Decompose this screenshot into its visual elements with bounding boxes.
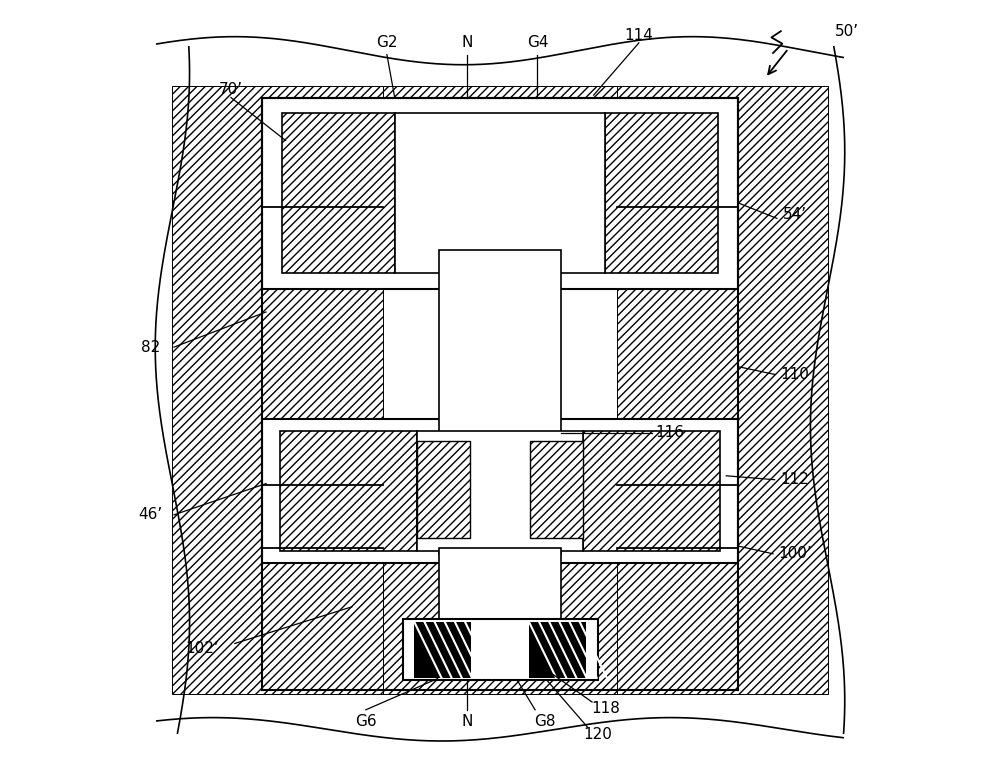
Text: 50’: 50’ [835, 23, 859, 39]
Bar [262, 98, 738, 289]
Bar [530, 441, 583, 538]
Bar [605, 113, 718, 273]
Bar [395, 113, 605, 273]
Text: N: N [462, 35, 473, 51]
Bar [617, 86, 828, 694]
Text: 112: 112 [780, 472, 809, 488]
Bar [439, 250, 561, 554]
Text: G4: G4 [527, 35, 548, 51]
Text: G8: G8 [534, 714, 556, 729]
Bar [583, 431, 720, 551]
Text: 118: 118 [591, 700, 620, 716]
Bar [262, 419, 738, 563]
Bar [383, 562, 617, 694]
Text: N: N [462, 714, 473, 729]
Bar [439, 548, 561, 624]
Bar [529, 622, 586, 678]
Bar [280, 431, 417, 551]
Text: 120: 120 [583, 727, 612, 743]
Text: 114: 114 [624, 27, 653, 43]
Bar [414, 622, 471, 678]
Text: 70’: 70’ [219, 82, 243, 98]
Text: G6: G6 [355, 714, 377, 729]
Text: 110: 110 [780, 367, 809, 382]
Bar [417, 441, 470, 538]
Bar [417, 431, 583, 551]
Text: 46’: 46’ [138, 507, 163, 523]
Text: 102’: 102’ [185, 641, 219, 657]
Text: G2: G2 [376, 35, 398, 51]
Bar [402, 619, 598, 680]
Bar [383, 86, 617, 289]
Text: 54’: 54’ [783, 207, 807, 222]
Text: 116: 116 [656, 425, 685, 441]
Text: 82: 82 [141, 339, 160, 355]
Bar [172, 86, 383, 694]
Bar [282, 113, 395, 273]
Text: 100’: 100’ [778, 546, 812, 562]
